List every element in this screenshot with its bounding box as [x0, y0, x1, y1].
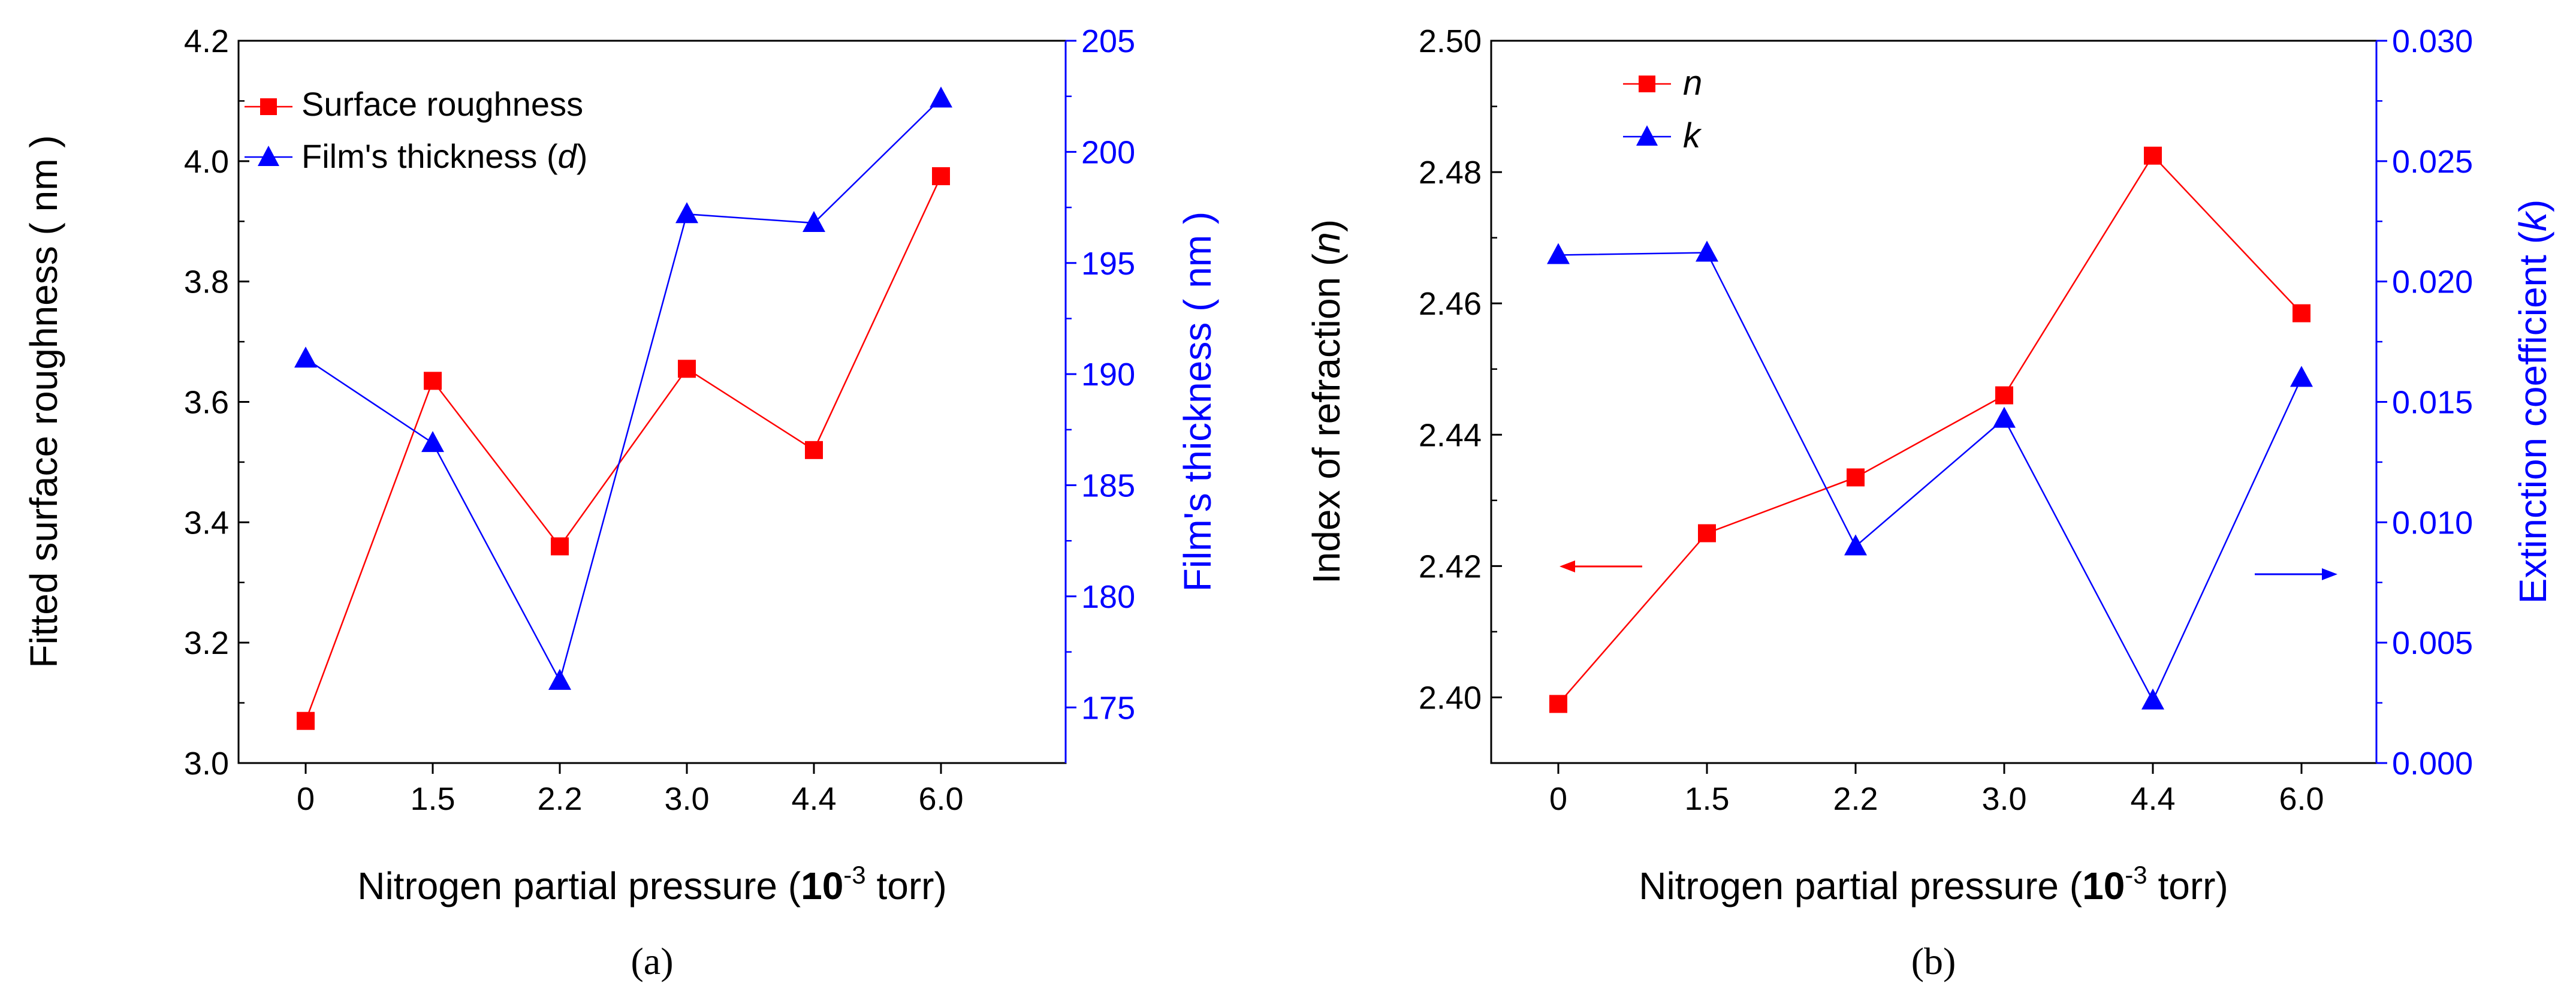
x-tick-label: 1.5 [1684, 781, 1729, 817]
data-point-square [2144, 146, 2162, 165]
panel-label-a: (a) [631, 940, 673, 982]
x-axis-title-a: Nitrogen partial pressure (10-3 torr) [357, 861, 947, 907]
ticks-group-a: 3.0 3.2 3.4 3.6 3.8 4.0 4.2 175 180 185 190 195 200 2… [184, 23, 1135, 817]
y-tick-label-left: 2.50 [1419, 23, 1482, 59]
right-axis-arrow [2255, 568, 2337, 580]
y-tick-label-left: 2.46 [1419, 286, 1482, 322]
data-point-triangle [294, 346, 317, 368]
series-line [1558, 154, 2302, 705]
data-point-square [2293, 304, 2310, 322]
y-tick-label-right: 0.030 [2392, 23, 2473, 59]
data-point-square [1698, 524, 1716, 542]
data-point-square [1995, 386, 2013, 405]
y-axis-title-right-b: Extinction coefficient (k) [2511, 200, 2554, 604]
y-tick-label-right: 190 [1081, 357, 1135, 393]
data-point-triangle [1844, 534, 1867, 556]
data-point-triangle [2290, 366, 2313, 387]
data-point-square [424, 372, 442, 390]
y-tick-label-left: 2.48 [1419, 155, 1482, 191]
data-point-square [1549, 695, 1567, 713]
series-line [1558, 252, 2303, 702]
y-tick-label-right: 0.010 [2392, 505, 2473, 541]
left-axis-arrow [1560, 560, 1642, 572]
data-point-triangle [2141, 688, 2164, 710]
x-tick-label: 3.0 [664, 781, 709, 817]
series-lines-a [304, 98, 942, 722]
y-tick-label-left: 3.6 [184, 385, 229, 421]
data-point-triangle [421, 431, 444, 453]
y-tick-label-right: 0.025 [2392, 144, 2473, 180]
legend-label-roughness: Surface roughness [301, 85, 583, 123]
y-tick-label-left: 4.2 [184, 23, 229, 59]
x-tick-label: 1.5 [410, 781, 455, 817]
chart-panel-b: 2.40 2.42 2.44 2.46 2.48 2.50 0.000 0.005 0.010 0… [1305, 23, 2554, 982]
legend-triangle-marker [258, 146, 279, 166]
x-tick-label: 6.0 [918, 781, 963, 817]
data-point-triangle [548, 668, 571, 690]
x-tick-label: 2.2 [1833, 781, 1878, 817]
x-tick-label: 4.4 [2130, 781, 2175, 817]
y-axis-title-right-a: Film's thickness ( nm ) [1176, 212, 1219, 592]
legend-square-marker [260, 98, 277, 115]
y-tick-label-left: 3.0 [184, 746, 229, 782]
y-tick-label-right: 0.005 [2392, 625, 2473, 661]
legend-label-k: k [1683, 116, 1702, 155]
series-lines-b [1558, 154, 2303, 705]
data-point-triangle [1696, 240, 1718, 262]
x-tick-label: 6.0 [2279, 781, 2324, 817]
y-axis-title-left-a: Fitted surface roughness ( nm ) [22, 135, 65, 668]
x-axis-title-b: Nitrogen partial pressure (10-3 torr) [1639, 861, 2228, 907]
y-tick-label-left: 4.0 [184, 144, 229, 180]
y-tick-label-left: 3.4 [184, 505, 229, 541]
series-markers-b [1547, 146, 2313, 713]
x-tick-label: 0 [1549, 781, 1567, 817]
y-tick-label-right: 205 [1081, 23, 1135, 59]
data-point-triangle [1993, 406, 2016, 428]
legend-square-marker [1639, 76, 1655, 92]
x-tick-label: 2.2 [537, 781, 582, 817]
data-point-triangle [930, 86, 952, 108]
data-point-triangle [1547, 243, 1570, 264]
series-line [304, 176, 942, 722]
x-tick-label: 3.0 [1981, 781, 2026, 817]
series-line [305, 98, 942, 683]
data-point-square [551, 537, 569, 556]
data-point-square [932, 167, 950, 185]
series-markers-a [294, 86, 952, 730]
data-point-triangle [675, 202, 698, 224]
legend-b: n k [1623, 64, 1702, 155]
y-tick-label-right: 175 [1081, 690, 1135, 726]
y-tick-label-left: 2.44 [1419, 417, 1482, 453]
x-tick-label: 0 [297, 781, 315, 817]
chart-panel-a: 3.0 3.2 3.4 3.6 3.8 4.0 4.2 175 180 185 190 195 200 2… [22, 23, 1219, 982]
data-point-triangle [803, 211, 825, 233]
data-point-square [297, 711, 315, 730]
y-tick-label-left: 2.40 [1419, 680, 1482, 716]
legend-a: Surface roughness Film's thickness (d) [245, 85, 587, 175]
data-point-square [678, 360, 696, 378]
ticks-group-b: 2.40 2.42 2.44 2.46 2.48 2.50 0.000 0.005 0.010 0… [1419, 23, 2473, 817]
y-tick-label-right: 180 [1081, 579, 1135, 615]
panel-label-b: (b) [1911, 940, 1956, 982]
plot-frame-b [1490, 40, 2378, 764]
y-axis-title-left-b: Index of refraction (n) [1305, 219, 1348, 584]
y-tick-label-right: 185 [1081, 468, 1135, 504]
x-tick-label: 4.4 [791, 781, 836, 817]
y-tick-label-right: 200 [1081, 134, 1135, 170]
y-tick-label-left: 3.2 [184, 625, 229, 661]
data-point-square [1847, 468, 1865, 487]
legend-triangle-marker [1636, 125, 1658, 146]
data-point-square [805, 441, 823, 459]
y-tick-label-left: 3.8 [184, 264, 229, 300]
legend-label-thickness: Film's thickness (d) [301, 137, 587, 175]
y-tick-label-right: 0.000 [2392, 746, 2473, 782]
y-tick-label-right: 0.015 [2392, 385, 2473, 421]
legend-label-n: n [1683, 64, 1702, 102]
y-tick-label-right: 195 [1081, 246, 1135, 282]
y-tick-label-left: 2.42 [1419, 548, 1482, 584]
y-tick-label-right: 0.020 [2392, 264, 2473, 300]
